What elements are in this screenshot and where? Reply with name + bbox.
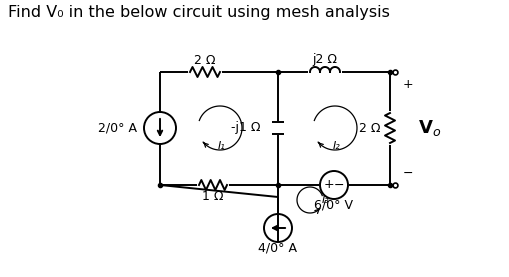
Text: +: + <box>402 78 412 91</box>
Text: 2 Ω: 2 Ω <box>194 53 215 66</box>
Text: −: − <box>402 166 412 179</box>
Text: I₃: I₃ <box>322 195 329 205</box>
Text: 2/0° A: 2/0° A <box>98 122 137 135</box>
Text: +: + <box>323 178 334 191</box>
Text: -j1 Ω: -j1 Ω <box>231 122 260 135</box>
Text: 6/0° V: 6/0° V <box>314 199 353 212</box>
Text: 1 Ω: 1 Ω <box>202 191 223 204</box>
Text: $\mathbf{V}_o$: $\mathbf{V}_o$ <box>417 118 441 138</box>
Text: Find V₀ in the below circuit using mesh analysis: Find V₀ in the below circuit using mesh … <box>8 6 389 20</box>
Text: j2 Ω: j2 Ω <box>312 53 337 66</box>
Text: −: − <box>333 178 344 191</box>
Text: 4/0° A: 4/0° A <box>258 242 297 255</box>
Text: 2 Ω: 2 Ω <box>358 122 380 135</box>
Text: I₁: I₁ <box>218 141 225 151</box>
Text: I₂: I₂ <box>332 141 340 151</box>
